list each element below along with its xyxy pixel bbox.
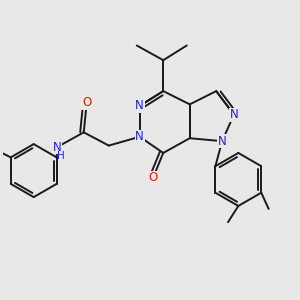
Text: N: N: [230, 108, 238, 121]
Text: N: N: [135, 99, 144, 112]
Text: N: N: [218, 135, 226, 148]
Text: O: O: [82, 96, 91, 110]
Text: O: O: [148, 172, 158, 184]
Text: H: H: [57, 152, 65, 161]
Text: N: N: [135, 130, 144, 143]
Text: N: N: [53, 141, 62, 154]
